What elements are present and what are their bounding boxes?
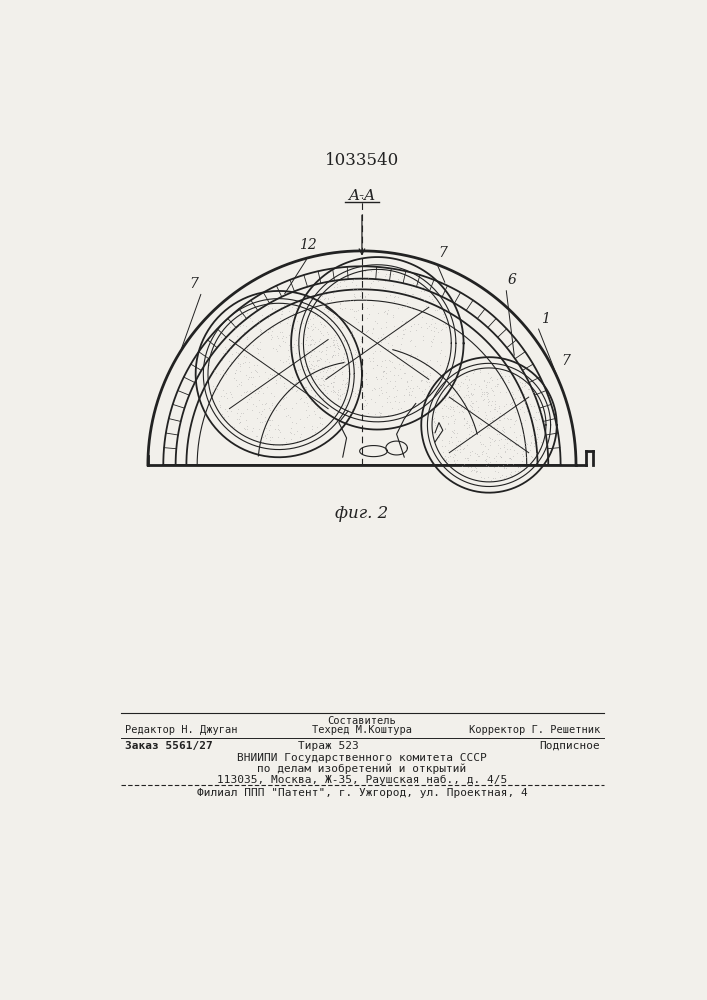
Text: Редактор Н. Джуган: Редактор Н. Джуган (125, 725, 238, 735)
Text: Составитель: Составитель (327, 716, 397, 726)
Text: 6: 6 (508, 273, 517, 287)
Text: 12: 12 (299, 238, 317, 252)
Text: 1: 1 (541, 312, 549, 326)
Text: Техред М.Коштура: Техред М.Коштура (312, 725, 412, 735)
Text: ВНИИПИ Государственного комитета СССР: ВНИИПИ Государственного комитета СССР (237, 753, 487, 763)
Text: 7: 7 (561, 354, 571, 368)
Text: 7: 7 (189, 277, 199, 291)
Text: 1033540: 1033540 (325, 152, 399, 169)
Text: 7: 7 (438, 246, 448, 260)
Text: Тираж 523: Тираж 523 (298, 741, 358, 751)
Text: Заказ 5561/27: Заказ 5561/27 (125, 741, 213, 751)
Text: Корректор Г. Решетник: Корректор Г. Решетник (469, 725, 600, 735)
Text: Подписное: Подписное (539, 741, 600, 751)
Text: Филиал ППП "Патент", г. Ужгород, ул. Проектная, 4: Филиал ППП "Патент", г. Ужгород, ул. Про… (197, 788, 527, 798)
Text: 113035, Москва, Ж-35, Раушская наб., д. 4/5: 113035, Москва, Ж-35, Раушская наб., д. … (217, 774, 507, 785)
Text: по делам изобретений и открытий: по делам изобретений и открытий (257, 764, 467, 774)
Text: A-A: A-A (349, 189, 375, 203)
Text: фиг. 2: фиг. 2 (335, 505, 389, 522)
